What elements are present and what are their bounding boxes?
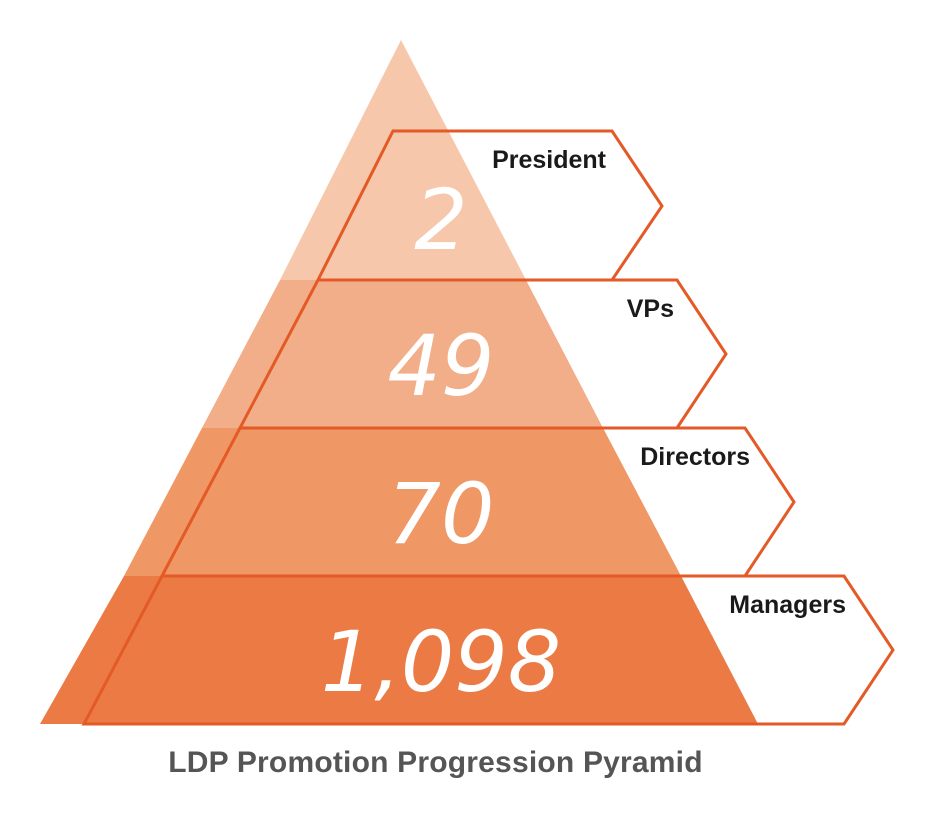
tier-outline-president bbox=[315, 129, 664, 282]
tier-band-vps bbox=[202, 280, 603, 428]
tier-value-president: 2 bbox=[414, 171, 467, 269]
tier-label-directors: Directors bbox=[640, 443, 750, 471]
tier-band-managers bbox=[40, 576, 758, 724]
tier-value-managers: 1,098 bbox=[321, 613, 561, 711]
tier-outline-managers bbox=[81, 574, 895, 726]
tier-label-managers: Managers bbox=[729, 591, 846, 619]
tier-label-president: President bbox=[492, 146, 607, 174]
diagram-title: LDP Promotion Progression Pyramid bbox=[168, 746, 703, 779]
tier-value-directors: 70 bbox=[388, 465, 495, 563]
tier-band-president bbox=[280, 40, 526, 280]
tier-value-vps: 49 bbox=[388, 317, 495, 415]
tier-outline-directors bbox=[159, 426, 796, 578]
tier-label-vps: VPs bbox=[627, 295, 674, 323]
tier-band-directors bbox=[124, 428, 681, 576]
tier-outline-vps bbox=[237, 278, 728, 430]
